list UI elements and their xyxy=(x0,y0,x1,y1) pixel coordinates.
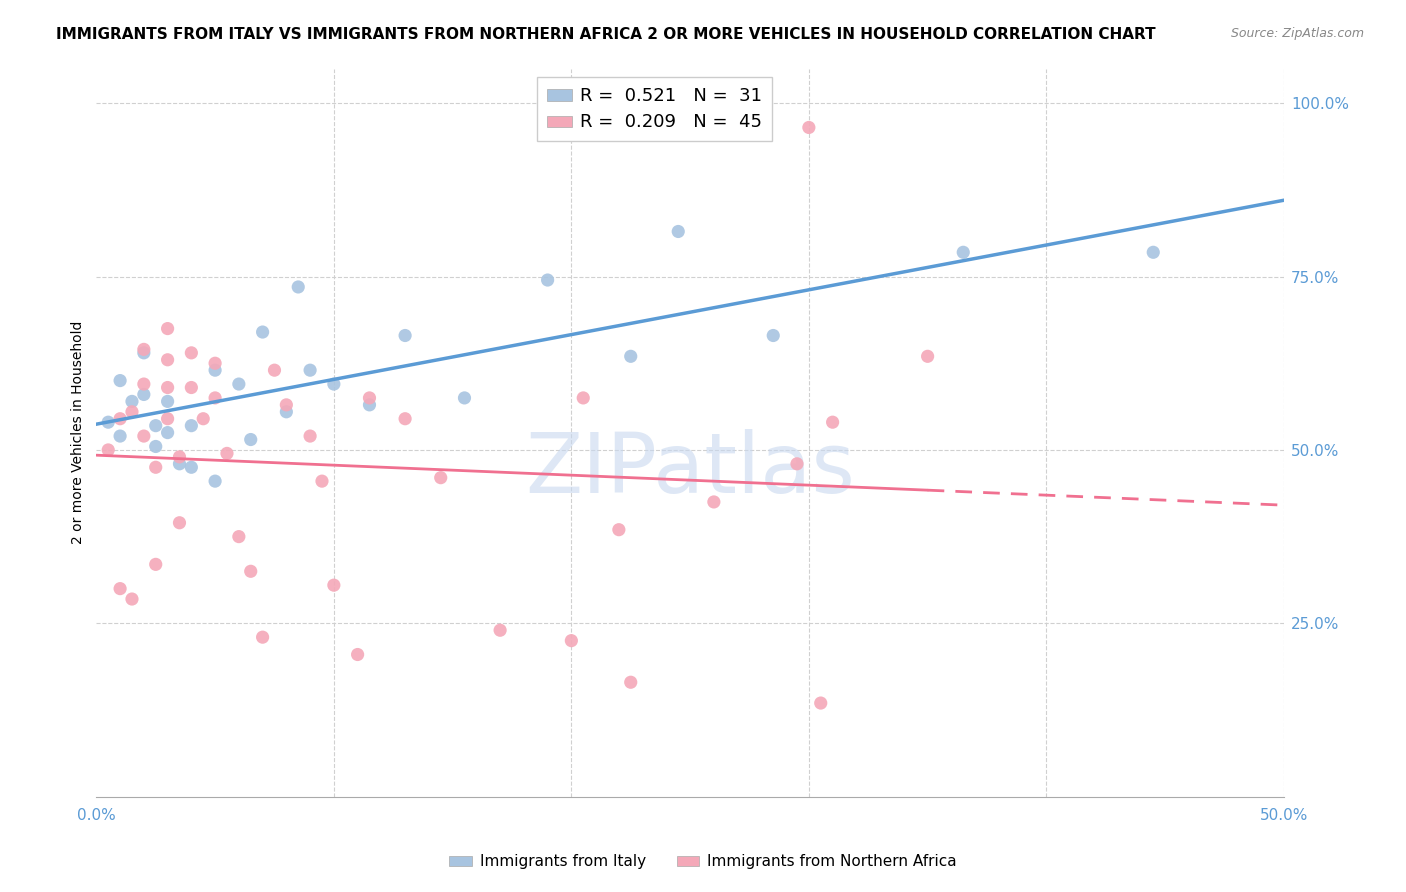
Point xyxy=(156,352,179,367)
Point xyxy=(156,380,179,394)
Point xyxy=(322,377,344,392)
Point xyxy=(917,349,939,363)
Point xyxy=(489,624,512,638)
Point xyxy=(156,394,179,409)
Point xyxy=(797,120,820,135)
Point xyxy=(156,411,179,425)
Point xyxy=(121,592,143,607)
Point xyxy=(108,429,131,443)
Point xyxy=(252,630,274,644)
Point xyxy=(276,398,298,412)
Point xyxy=(821,415,844,429)
Point xyxy=(620,349,643,363)
Point xyxy=(239,433,262,447)
Point xyxy=(193,411,215,425)
Point xyxy=(204,356,226,370)
Point xyxy=(180,380,202,394)
Point xyxy=(322,578,344,592)
Point xyxy=(1142,245,1164,260)
Point xyxy=(132,377,155,392)
Point xyxy=(311,474,333,488)
Point xyxy=(536,273,558,287)
Point xyxy=(429,471,451,485)
Point xyxy=(108,582,131,596)
Point xyxy=(169,450,191,464)
Text: ZIPatlas: ZIPatlas xyxy=(526,428,855,509)
Point xyxy=(180,460,202,475)
Point xyxy=(97,442,120,457)
Point xyxy=(666,225,689,239)
Point xyxy=(620,675,643,690)
Point xyxy=(108,374,131,388)
Point xyxy=(204,391,226,405)
Point xyxy=(132,387,155,401)
Legend: R =  0.521   N =  31, R =  0.209   N =  45: R = 0.521 N = 31, R = 0.209 N = 45 xyxy=(537,77,772,141)
Point xyxy=(228,377,250,392)
Point xyxy=(607,523,630,537)
Point xyxy=(299,363,322,377)
Text: Source: ZipAtlas.com: Source: ZipAtlas.com xyxy=(1230,27,1364,40)
Point xyxy=(156,321,179,335)
Point xyxy=(169,457,191,471)
Point xyxy=(560,633,582,648)
Point xyxy=(169,516,191,530)
Point xyxy=(97,415,120,429)
Point xyxy=(453,391,475,405)
Point xyxy=(132,346,155,360)
Point xyxy=(952,245,974,260)
Point xyxy=(263,363,285,377)
Point xyxy=(132,343,155,357)
Point xyxy=(204,474,226,488)
Point xyxy=(145,558,167,572)
Point xyxy=(299,429,322,443)
Point xyxy=(572,391,595,405)
Point xyxy=(145,440,167,454)
Point xyxy=(810,696,832,710)
Point xyxy=(276,405,298,419)
Point xyxy=(180,346,202,360)
Point xyxy=(703,495,725,509)
Point xyxy=(394,328,416,343)
Point xyxy=(346,648,368,662)
Point xyxy=(252,325,274,339)
Point xyxy=(786,457,808,471)
Point xyxy=(132,429,155,443)
Point xyxy=(359,398,381,412)
Legend: Immigrants from Italy, Immigrants from Northern Africa: Immigrants from Italy, Immigrants from N… xyxy=(443,848,963,875)
Point xyxy=(156,425,179,440)
Text: IMMIGRANTS FROM ITALY VS IMMIGRANTS FROM NORTHERN AFRICA 2 OR MORE VEHICLES IN H: IMMIGRANTS FROM ITALY VS IMMIGRANTS FROM… xyxy=(56,27,1156,42)
Point xyxy=(121,405,143,419)
Point xyxy=(762,328,785,343)
Point xyxy=(145,418,167,433)
Point xyxy=(359,391,381,405)
Point xyxy=(145,460,167,475)
Point xyxy=(204,363,226,377)
Point xyxy=(228,530,250,544)
Point xyxy=(180,418,202,433)
Point xyxy=(287,280,309,294)
Y-axis label: 2 or more Vehicles in Household: 2 or more Vehicles in Household xyxy=(72,321,86,544)
Point xyxy=(108,411,131,425)
Point xyxy=(121,394,143,409)
Point xyxy=(215,446,238,460)
Point xyxy=(239,564,262,578)
Point xyxy=(394,411,416,425)
